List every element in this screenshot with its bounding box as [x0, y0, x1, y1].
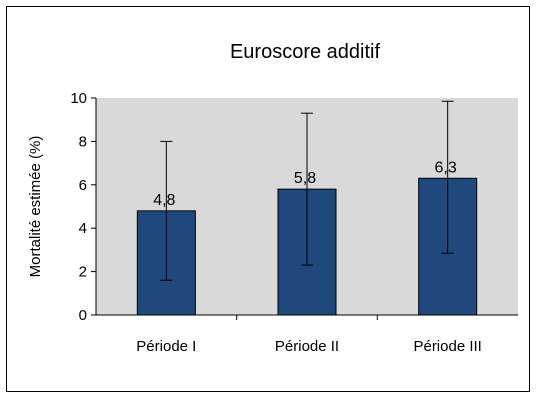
axes-group [95, 98, 518, 316]
value-labels-group: 4,8 5,8 6,3 [153, 159, 457, 209]
value-label-1: 4,8 [153, 192, 175, 209]
value-label-3: 6,3 [435, 159, 457, 176]
chart-title: Euroscore additif [230, 41, 381, 63]
error-bars-group [160, 100, 454, 281]
x-tick-label-3: Période III [413, 338, 481, 355]
x-ticks-group: Période I Période II Période III [136, 315, 482, 355]
y-tick-label-3: 6 [79, 177, 87, 194]
y-axis-label: Mortalité estimée (%) [27, 136, 44, 278]
y-tick-label-2: 4 [79, 220, 87, 237]
y-tick-label-5: 10 [70, 90, 87, 107]
value-label-2: 5,8 [294, 170, 316, 187]
y-tick-label-1: 2 [79, 264, 87, 281]
y-tick-label-0: 0 [79, 307, 87, 324]
y-tick-label-4: 8 [79, 133, 87, 150]
x-tick-label-1: Période I [136, 338, 196, 355]
y-ticks-group: 0 2 4 6 8 10 [70, 90, 96, 324]
x-tick-label-2: Période II [275, 338, 339, 355]
